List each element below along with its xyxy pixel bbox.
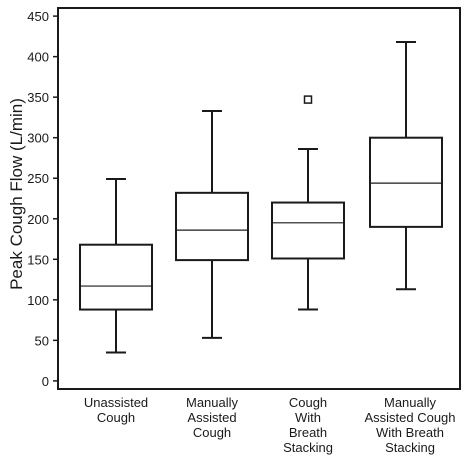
x-category-label-line: Assisted <box>187 410 236 425</box>
x-category-label: Manually Assisted Cough With Breath Stackin… <box>364 395 455 455</box>
x-category-label-line: With Breath <box>376 425 444 440</box>
x-category-label-line: Breath <box>289 425 327 440</box>
x-category-label-line: Manually <box>384 395 437 410</box>
x-category-label-line: Stacking <box>283 440 333 455</box>
box-4 <box>369 41 443 291</box>
box-2 <box>175 109 249 339</box>
y-tick-label: 450 <box>27 9 49 24</box>
y-tick-label: 400 <box>27 50 49 65</box>
y-tick-label: 150 <box>27 252 49 267</box>
x-category-label-line: Unassisted <box>84 395 148 410</box>
x-category-label: Unassisted Cough <box>84 395 148 425</box>
x-category-label-line: Cough <box>97 410 135 425</box>
x-category-label-line: Assisted Cough <box>364 410 455 425</box>
outlier-marker <box>303 95 313 104</box>
y-tick-label: 250 <box>27 171 49 186</box>
box-3 <box>271 95 345 311</box>
box-1 <box>79 178 153 354</box>
x-category-label: Cough With Breath Stacking <box>283 395 333 455</box>
y-tick-label: 0 <box>42 374 49 389</box>
iqr-box <box>271 201 345 260</box>
x-category-label-line: Stacking <box>385 440 435 455</box>
y-tick-label: 200 <box>27 212 49 227</box>
y-axis-label: Peak Cough Flow (L/min) <box>7 98 26 290</box>
y-tick-label: 350 <box>27 90 49 105</box>
y-tick-label: 100 <box>27 293 49 308</box>
y-tick-label: 50 <box>35 333 49 348</box>
x-category-label-line: Cough <box>289 395 327 410</box>
iqr-box <box>369 136 443 228</box>
y-tick-label: 300 <box>27 131 49 146</box>
x-category-label-line: With <box>295 410 321 425</box>
iqr-box <box>175 191 249 262</box>
x-category-label: Manually Assisted Cough <box>186 395 239 440</box>
x-category-label-line: Cough <box>193 425 231 440</box>
x-category-label-line: Manually <box>186 395 239 410</box>
plot-frame <box>57 7 461 390</box>
iqr-box <box>79 243 153 311</box>
